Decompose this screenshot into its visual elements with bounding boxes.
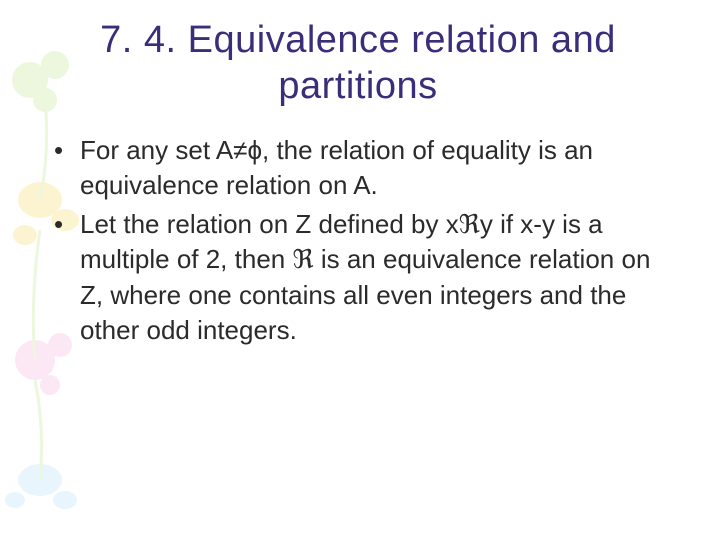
slide: 7. 4. Equivalence relation and partition… [0,0,720,540]
slide-title: 7. 4. Equivalence relation and partition… [46,18,670,109]
bullet-item: For any set A≠ϕ, the relation of equalit… [52,133,662,203]
bullet-list: For any set A≠ϕ, the relation of equalit… [46,133,670,348]
bullet-item: Let the relation on Z defined by xℜy if … [52,207,662,347]
